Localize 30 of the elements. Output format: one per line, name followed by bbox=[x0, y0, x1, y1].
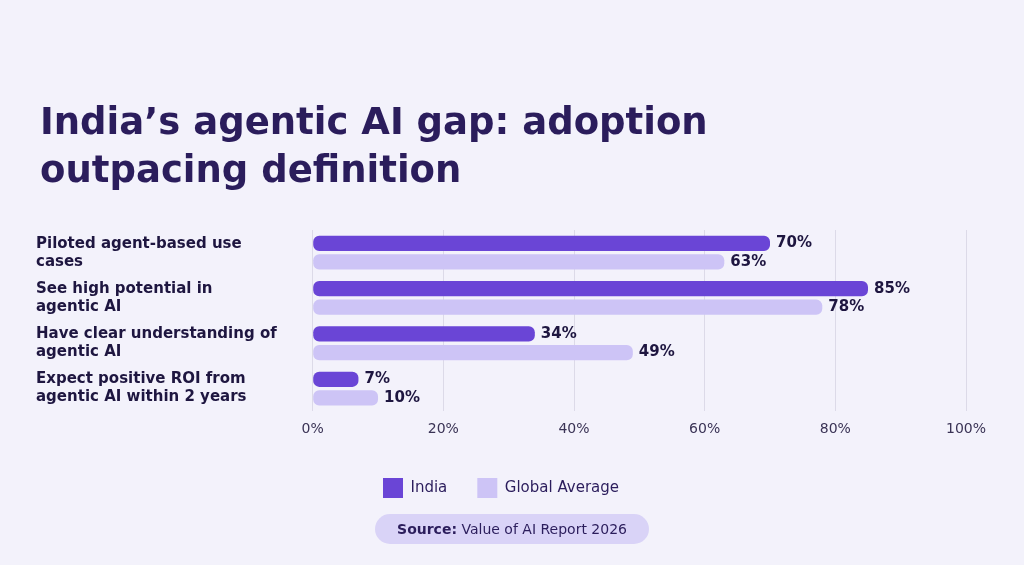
legend-label: Global Average bbox=[504, 477, 620, 496]
legend-label: India bbox=[410, 477, 448, 496]
y-tick-label: Piloted agent-based use cases bbox=[36, 233, 242, 270]
y-tick-label: See high potential in agentic AI bbox=[36, 278, 213, 315]
x-tick-label: 0% bbox=[301, 420, 324, 437]
source-note: Source: Value of AI Report 2026 bbox=[375, 514, 649, 544]
bar bbox=[313, 390, 379, 406]
data-label: 70% bbox=[776, 233, 812, 252]
data-label: 85% bbox=[874, 278, 910, 297]
bar bbox=[313, 326, 535, 342]
bar bbox=[313, 371, 359, 387]
data-label: 78% bbox=[828, 297, 865, 316]
bar bbox=[313, 235, 771, 251]
x-tick-label: 100% bbox=[945, 420, 987, 437]
bar bbox=[313, 281, 869, 297]
x-tick-label: 60% bbox=[689, 420, 721, 437]
data-label: 34% bbox=[540, 323, 577, 342]
data-label: 49% bbox=[638, 342, 675, 361]
y-tick-label: Expect positive ROI from agentic AI within 2 years bbox=[36, 369, 247, 406]
chart-title: India’s agentic AI gap: adoption outpacing definition bbox=[40, 99, 709, 193]
bar bbox=[313, 299, 823, 315]
x-tick-label: 20% bbox=[427, 420, 459, 437]
y-tick-label: Have clear understanding of agentic AI bbox=[36, 324, 278, 361]
x-tick-label: 40% bbox=[558, 420, 590, 437]
bar bbox=[313, 344, 633, 361]
data-label: 7% bbox=[364, 369, 390, 388]
x-tick-label: 80% bbox=[819, 420, 851, 437]
bar bbox=[313, 254, 725, 270]
data-label: 63% bbox=[730, 251, 767, 270]
data-label: 10% bbox=[384, 387, 420, 406]
